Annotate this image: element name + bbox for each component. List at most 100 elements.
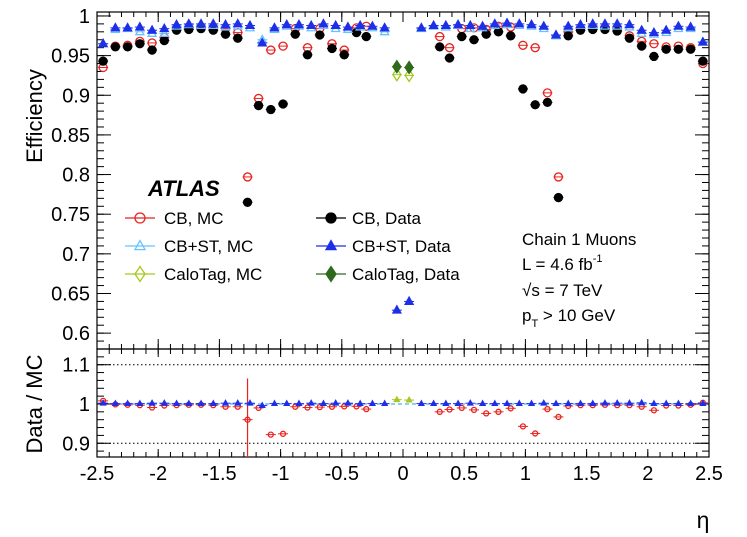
data-point [381, 399, 389, 407]
data-point [685, 44, 696, 54]
y-tick-label: 0.65 [51, 283, 90, 305]
data-point [501, 17, 513, 27]
x-tick-label: 2.5 [695, 463, 723, 485]
data-point [99, 399, 107, 406]
data-point [532, 430, 539, 437]
legend-entry: CaloTag, Data [316, 265, 460, 284]
series-calotag-data-mc [391, 395, 415, 403]
data-point [649, 39, 659, 49]
data-point [697, 36, 708, 46]
data-point [242, 197, 253, 207]
series-calotag-mc [391, 67, 415, 83]
data-point [454, 399, 462, 407]
data-point [98, 38, 109, 48]
y-tick-label: 1 [79, 6, 90, 28]
data-point [122, 42, 133, 52]
data-point [147, 45, 157, 55]
data-point [576, 399, 585, 407]
data-point [552, 399, 560, 407]
data-point [244, 19, 256, 30]
data-point [306, 19, 317, 30]
data-point [266, 45, 276, 55]
data-point [159, 27, 170, 37]
data-point [435, 42, 445, 52]
data-point [637, 41, 647, 51]
info-pt-cut: pT > 10 GeV [522, 306, 616, 330]
data-point [662, 399, 670, 407]
data-point [550, 29, 562, 39]
data-point [242, 172, 253, 182]
data-point [146, 24, 158, 34]
data-point [625, 399, 634, 406]
data-point [391, 304, 402, 314]
data-point [270, 399, 279, 407]
data-point [465, 19, 476, 30]
data-point [148, 399, 156, 406]
data-point [470, 406, 478, 414]
data-point [234, 399, 242, 406]
data-point [526, 19, 537, 29]
data-point [232, 18, 243, 28]
series-cb-data [98, 24, 708, 207]
x-tick-label: 2 [642, 463, 653, 485]
data-point [283, 399, 291, 407]
legend-entry: CB+ST, MC [125, 237, 253, 256]
data-point [292, 403, 299, 410]
data-point [290, 29, 300, 39]
data-point [135, 39, 145, 49]
data-point [483, 410, 490, 417]
data-point [159, 22, 170, 33]
data-point [208, 18, 219, 28]
data-point [344, 399, 352, 406]
legend-entry: CB+ST, Data [316, 237, 451, 256]
data-point [134, 26, 145, 36]
data-point [341, 403, 348, 410]
y-tick-label: 0.7 [62, 244, 90, 266]
data-point [339, 50, 349, 60]
main-data-points [98, 17, 708, 314]
data-point [220, 19, 231, 29]
data-point [416, 22, 427, 32]
data-point [136, 399, 144, 407]
data-point [110, 22, 121, 32]
data-point [435, 31, 445, 42]
data-point [506, 31, 516, 41]
data-point [613, 399, 621, 406]
legend-marker [133, 239, 147, 251]
main-axes: 0.6 0.65 0.7 0.75 0.8 0.85 0.9 0.95 1 [51, 6, 710, 350]
data-point [587, 18, 598, 28]
data-point [440, 19, 451, 30]
data-point [478, 399, 487, 407]
info-chain-line: Chain 1 Muons [522, 230, 636, 249]
data-point [304, 404, 311, 411]
data-point [404, 295, 415, 305]
data-point [612, 18, 623, 28]
data-point [319, 399, 328, 407]
data-point [477, 20, 488, 30]
data-point [458, 404, 465, 412]
data-point [405, 396, 413, 403]
data-point [330, 19, 341, 30]
y-tick-label: 0.85 [51, 125, 90, 147]
data-point [589, 399, 597, 407]
data-point [159, 35, 169, 46]
y-tick-label: 0.6 [62, 323, 90, 345]
data-point [278, 41, 288, 51]
y-tick-label: 0.8 [62, 165, 90, 187]
x-tick-label: -1.5 [202, 463, 236, 485]
data-point [650, 399, 658, 407]
data-point [530, 100, 540, 110]
data-point [648, 26, 660, 37]
data-point [503, 399, 511, 407]
info-energy: √s = 7 TeV [522, 281, 603, 300]
data-point [160, 399, 168, 406]
data-point [457, 31, 467, 42]
data-point [624, 19, 635, 29]
data-point [293, 19, 305, 29]
data-point [650, 407, 658, 414]
data-point [649, 51, 659, 62]
data-point [542, 88, 553, 98]
data-point [538, 20, 549, 30]
data-point [355, 19, 366, 30]
data-point [527, 399, 536, 407]
